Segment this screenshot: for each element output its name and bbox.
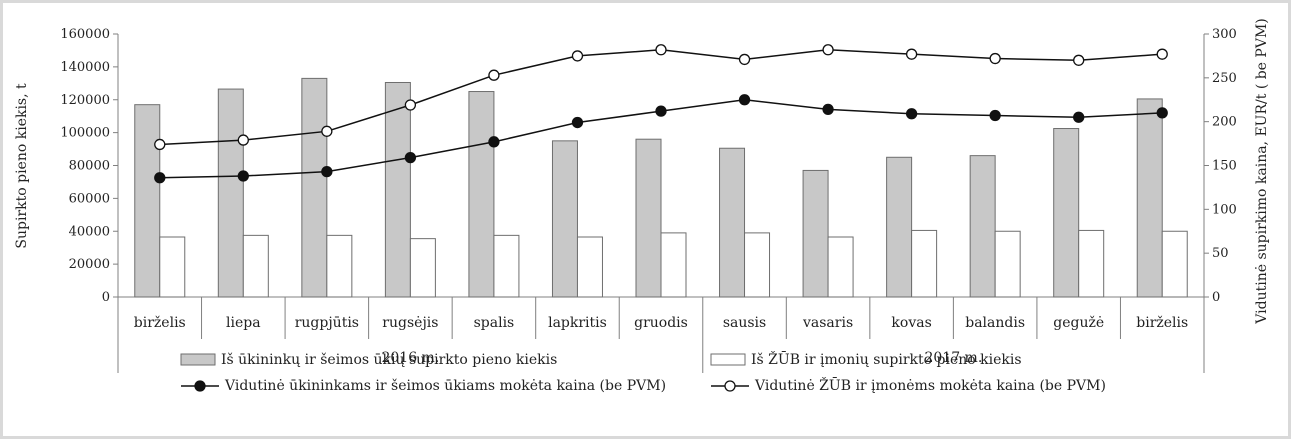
y-tick-label: 60000 [69,191,110,206]
data-point [404,99,417,111]
bar [1053,128,1080,298]
bar [242,234,269,298]
data-point [1073,111,1085,123]
y2-tick-label: 150 [1212,159,1237,174]
data-point [488,69,500,81]
y2-tick-label: 100 [1212,202,1237,217]
x-tick-label: vasaris [802,315,853,331]
data-point [1156,107,1168,119]
x-tick-label: kovas [891,315,931,331]
data-point [154,172,166,184]
data-point [738,53,751,66]
y2-tick-label: 0 [1212,290,1220,305]
bar [635,138,662,298]
legend-marker [194,380,206,392]
bar [660,232,687,298]
bar [1078,229,1105,298]
bar [134,104,161,298]
data-point [571,116,584,129]
bar [551,140,578,298]
lines [154,44,1168,184]
x-tick-label: rugsėjis [382,315,438,331]
bar [493,234,520,298]
x-tick-label: lapkritis [548,315,607,331]
legend-swatch [180,353,216,366]
data-point [1073,54,1085,66]
y2-axis-title: Vidutinė supirkimo kaina, EUR/t ( be PVM… [1254,18,1270,324]
x-tick-label: balandis [965,315,1025,331]
bar [994,230,1021,298]
x-tick-label: rugpjūtis [295,315,359,331]
bar [1136,98,1163,298]
data-point [822,103,834,116]
y-tick-label: 100000 [60,126,110,141]
bar [827,236,854,298]
bar [159,236,186,298]
y-axis-title: Supirkto pieno kiekis, t [14,83,30,249]
legend-label: Iš ūkininkų ir šeimos ūkių supirkto pien… [221,351,557,368]
bar [301,77,328,298]
y2-tick-label: 50 [1212,246,1229,261]
data-point [237,170,249,182]
y-tick-label: 160000 [60,27,110,42]
data-point [404,151,417,164]
y-tick-label: 140000 [60,60,110,75]
chart: 0 20000 40000 60000 80000 100000 120000 140000 1… [14,18,1270,394]
data-point [989,52,1001,65]
bar [384,81,411,298]
x-tick-label: gegužė [1053,315,1104,331]
x-tick-label: birželis [134,315,186,331]
y2-tick-label: 300 [1212,27,1237,42]
data-point [822,44,834,56]
x-tick-label: sausis [723,315,766,331]
bar [217,88,244,298]
group-label: 2017 m. [924,350,982,366]
y-tick-label: 120000 [60,93,110,108]
data-point [154,138,166,151]
x-tick-label: gruodis [634,315,688,331]
data-point [905,48,918,60]
data-point [237,134,249,146]
data-point [488,136,500,148]
legend-marker [724,380,736,392]
data-point [738,94,751,106]
group-label: 2016 m. [381,350,439,366]
data-point [321,125,333,137]
bar [911,229,938,298]
x-tick-label: liepa [226,315,261,331]
data-point [571,50,584,62]
labels: 0 20000 40000 60000 80000 100000 120000 140000 1… [60,27,1236,366]
y2-tick-label: 200 [1212,115,1237,130]
bar [969,155,996,298]
x-tick-label: spalis [474,315,515,331]
y-tick-label: 80000 [69,159,110,174]
y2-tick-label: 250 [1212,71,1237,86]
bars [134,77,1188,298]
data-point [1156,48,1168,60]
data-point [655,44,667,56]
legend-swatch [710,353,746,366]
y-tick-label: 0 [102,290,110,305]
data-point [905,108,918,120]
data-point [321,165,333,178]
y-tick-label: 40000 [69,224,110,239]
legend-label: Vidutinė ŽŪB ir įmonėms mokėta kaina (be… [754,376,1106,394]
bar [744,232,771,298]
bar [802,169,829,298]
x-tick-label: birželis [1136,315,1188,331]
data-point [655,105,667,117]
legend: Iš ūkininkų ir šeimos ūkių supirkto pien… [180,350,1106,394]
bar [326,234,353,298]
y-tick-label: 20000 [69,257,110,272]
bar [409,238,436,298]
data-point [989,109,1001,122]
bar [886,156,913,298]
bar [1161,230,1188,298]
bar [468,91,495,298]
legend-label: Iš ŽŪB ir įmonių supirkto pieno kiekis [751,350,1022,368]
bar [576,236,603,298]
legend-label: Vidutinė ūkininkams ir šeimos ūkiams mok… [224,377,666,394]
bar [719,147,746,298]
